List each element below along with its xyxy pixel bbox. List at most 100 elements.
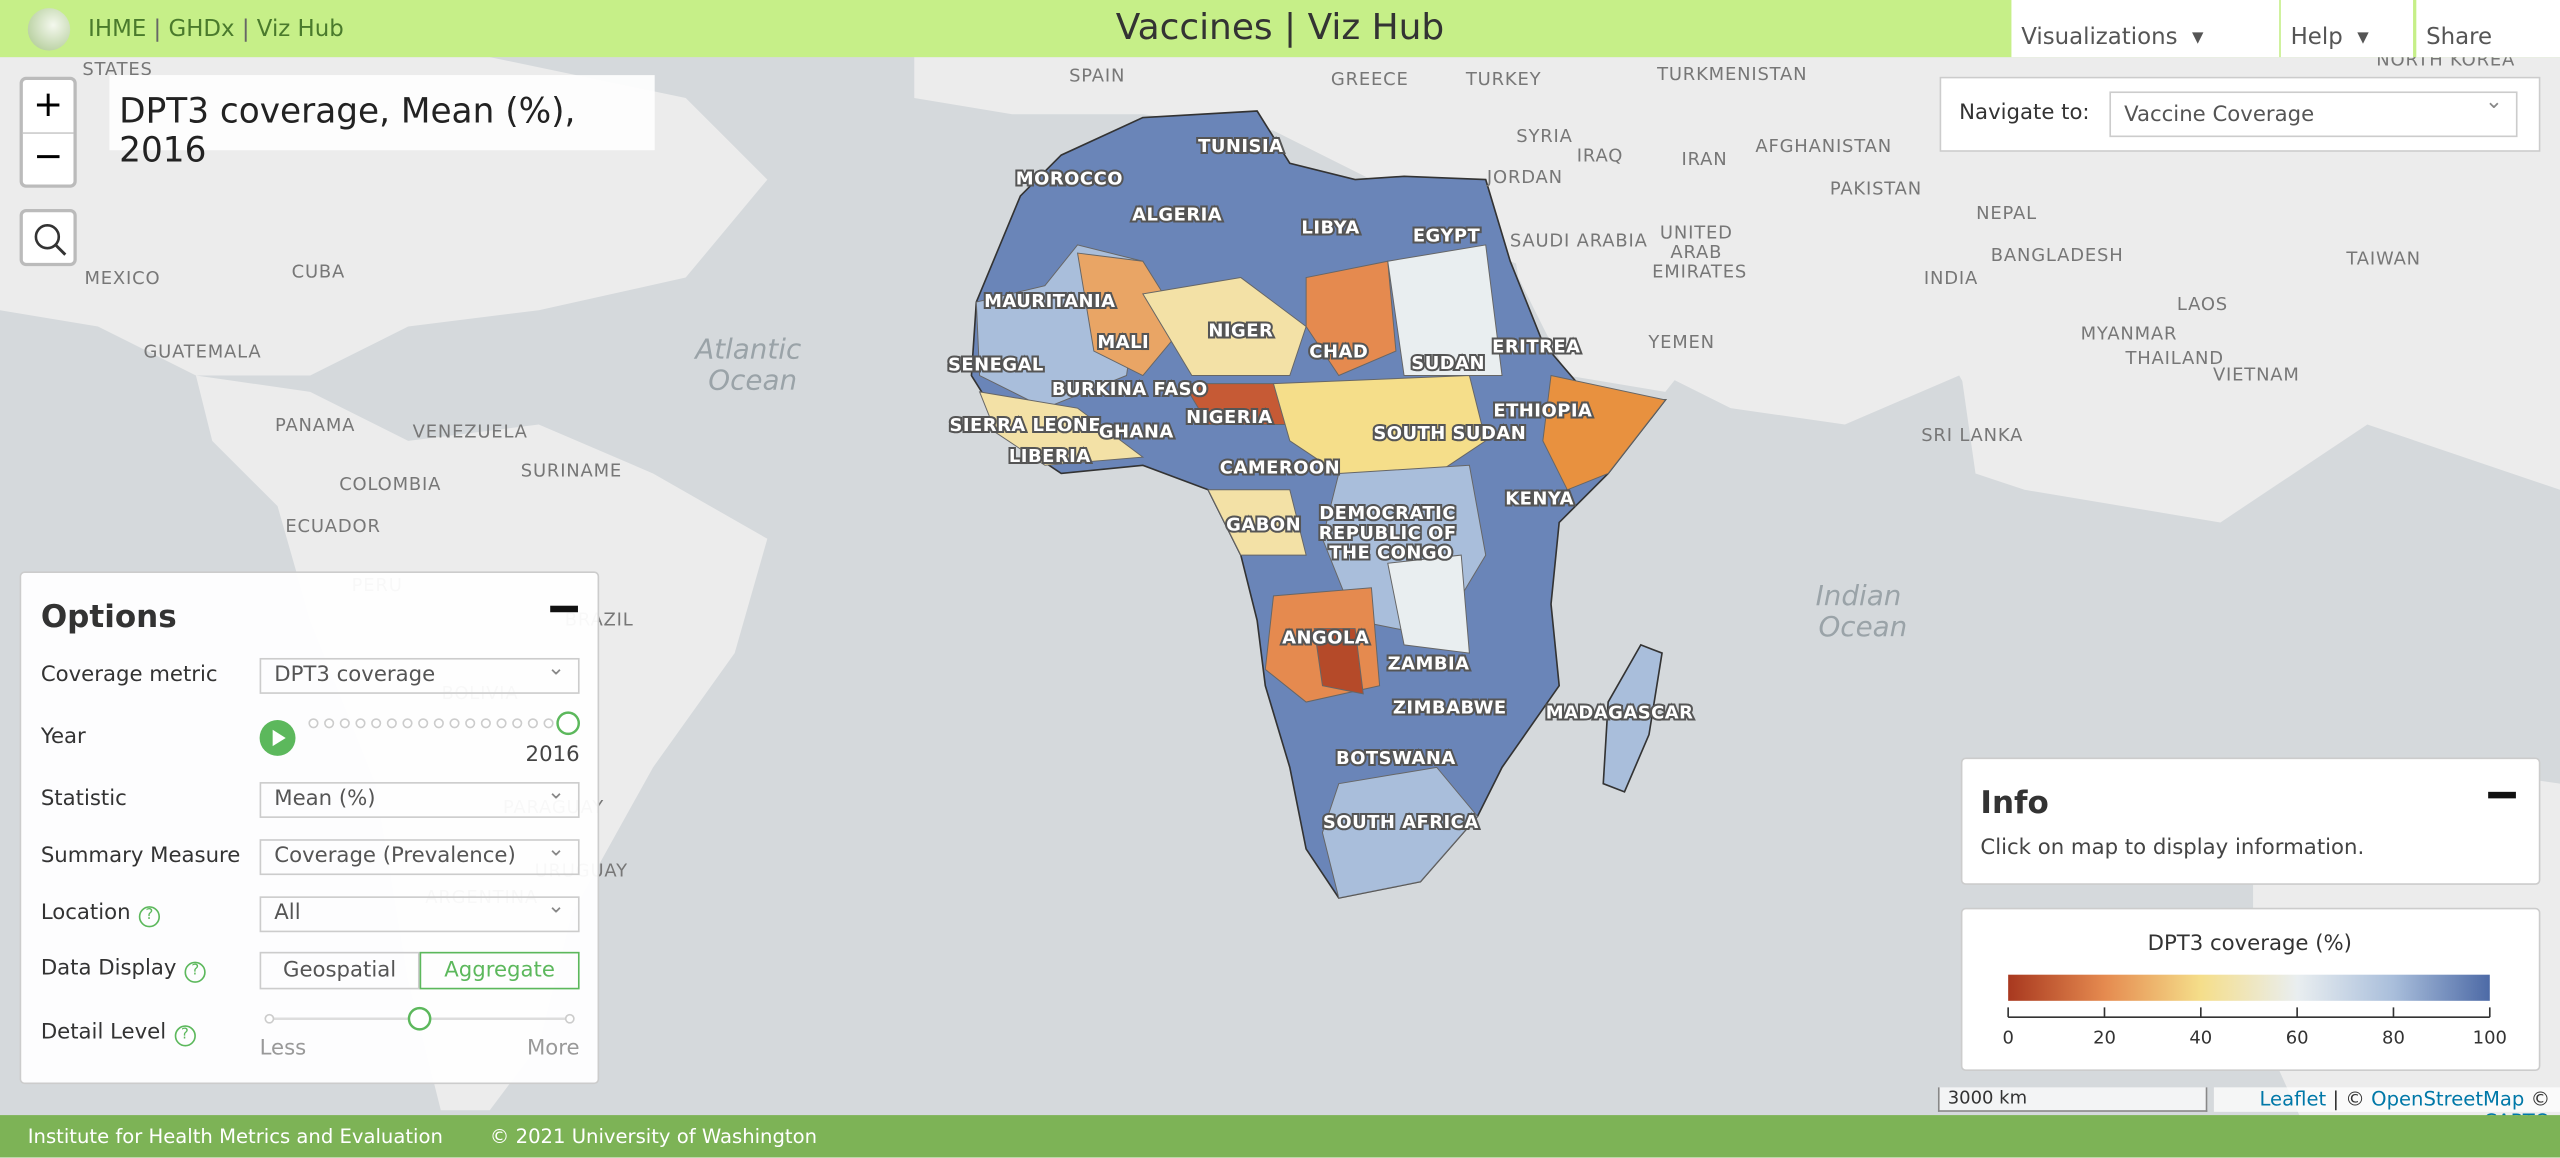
country-label: PANAMA (275, 415, 355, 436)
menu-help[interactable]: Help ▾ (2280, 0, 2414, 58)
country-label: PAKISTAN (1830, 178, 1922, 199)
country-label: NIGER (1208, 320, 1273, 341)
country-label: ERITREA (1492, 337, 1580, 358)
row-label: Detail Level? (40, 1020, 196, 1047)
select-value: All (274, 901, 301, 926)
separator: | (2332, 1087, 2340, 1111)
link[interactable]: Leaflet (2259, 1087, 2327, 1111)
country-label: SURINAME (521, 461, 622, 482)
country-label: MEXICO (84, 268, 160, 289)
slider-max: More (526, 1036, 580, 1062)
options-panel: Options Coverage metric DPT3 coverage Ye… (19, 571, 600, 1085)
row-label: Location? (40, 901, 160, 928)
legend: DPT3 coverage (%) 0 20 40 60 80 100 (2002, 931, 2506, 1048)
logo[interactable] (27, 8, 71, 51)
top-links: IHME | GHDx | Viz Hub (88, 16, 344, 43)
select[interactable]: Coverage (Prevalence) (259, 838, 580, 876)
search-icon (34, 223, 67, 256)
menu-text: Visualizations (2021, 24, 2178, 51)
navigate-select[interactable]: Vaccine Coverage (2109, 90, 2518, 138)
country-label: COLOMBIA (339, 474, 441, 495)
info-panel: Info Click on map to display information… (1960, 757, 2541, 885)
select-value: Vaccine Coverage (2124, 102, 2315, 128)
select[interactable]: All (259, 895, 580, 933)
country-label: SPAIN (1069, 66, 1125, 87)
detail-slider[interactable] (260, 1004, 580, 1037)
legend-title: DPT3 coverage (%) (2148, 931, 2352, 956)
country-label: SYRIA (1516, 126, 1572, 147)
country-label: ZAMBIA (1388, 653, 1470, 674)
footer-text: © 2021 University of Washington (489, 1124, 818, 1148)
link[interactable]: GHDx (168, 16, 235, 43)
select-value: DPT3 coverage (274, 662, 436, 688)
choropleth-patches (975, 244, 1667, 899)
collapse-button[interactable] (2488, 791, 2516, 799)
country-label: GREECE (1331, 69, 1409, 90)
slider-min: Less (259, 1036, 307, 1062)
map-title: DPT3 coverage, Mean (%), 2016 (109, 75, 655, 170)
navigate-box: Navigate to: Vaccine Coverage (1939, 76, 2541, 152)
country-label: IRAQ (1577, 146, 1623, 167)
search-button[interactable] (19, 208, 77, 267)
select[interactable]: Mean (%) (259, 780, 580, 818)
slider-dot (433, 718, 444, 729)
slider-dot (386, 718, 397, 729)
menu-visualizations[interactable]: Visualizations ▾ (2011, 0, 2280, 58)
country-label: SRI LANKA (1921, 425, 2023, 446)
country-label: SAUDI ARABIA (1510, 231, 1648, 252)
country-label: IRAN (1681, 149, 1727, 170)
help-icon[interactable]: ? (138, 906, 160, 928)
country-label: LIBERIA (1009, 446, 1091, 467)
country-label: UNITED ARAB EMIRATES (1652, 222, 1747, 282)
collapse-button[interactable] (550, 605, 578, 613)
toggle-geospatial[interactable]: Geospatial (259, 951, 420, 990)
attribution: Leaflet | © OpenStreetMap © CARTO (2213, 1087, 2560, 1133)
country-label: KENYA (1505, 488, 1574, 509)
country-label: DEMOCRATIC REPUBLIC OF THE CONGO (1319, 503, 1464, 563)
link[interactable]: OpenStreetMap (2371, 1087, 2525, 1111)
play-button[interactable] (259, 719, 296, 756)
help-icon[interactable]: ? (184, 961, 206, 983)
slider-dot (308, 718, 319, 729)
label-text: Detail Level (40, 1020, 167, 1045)
link[interactable]: IHME (88, 16, 147, 43)
select[interactable]: DPT3 coverage (259, 656, 580, 694)
country-label: SENEGAL (948, 355, 1044, 376)
slider-dot (480, 718, 491, 729)
link[interactable]: Viz Hub (256, 16, 344, 43)
zoom-in[interactable]: + (22, 80, 74, 134)
country-label: MYANMAR (2081, 324, 2178, 345)
country-label: ALGERIA (1132, 204, 1222, 225)
country-label: BANGLADESH (1991, 245, 2124, 266)
menu-share[interactable]: Share (2416, 0, 2560, 58)
row-label: Data Display? (41, 957, 206, 983)
country-label: TUNISIA (1198, 136, 1283, 157)
country-label: MALI (1097, 332, 1149, 353)
country-label: MAURITANIA (984, 291, 1115, 312)
info-text: Click on map to display information. (1980, 835, 2365, 861)
country-label: ANGOLA (1282, 627, 1369, 648)
country-label: EGYPT (1413, 226, 1481, 247)
country-label: YEMEN (1647, 332, 1715, 353)
legend-tick-label: 80 (2382, 1027, 2405, 1048)
row-label: Summary Measure (40, 844, 241, 869)
label-text: Location (40, 901, 131, 926)
country-label: TAIWAN (2345, 248, 2420, 269)
country-label: BOTSWANA (1336, 748, 1456, 769)
slider-dot (324, 718, 335, 729)
country-label: GHANA (1099, 422, 1174, 443)
zoom-out[interactable]: − (33, 137, 64, 178)
ocean-label: Atlantic Ocean (693, 332, 810, 396)
year-slider[interactable] (307, 710, 585, 743)
toggle-aggregate[interactable]: Aggregate (419, 951, 580, 990)
legend-tick-label: 0 (2002, 1027, 2013, 1048)
year-value: 2016 (525, 742, 580, 768)
help-icon[interactable]: ? (174, 1025, 196, 1047)
country-label: LIBYA (1301, 217, 1359, 238)
country-label: MOROCCO (1016, 168, 1123, 189)
country-label: LAOS (2177, 294, 2228, 315)
zoom-control: + − (19, 76, 77, 188)
legend-tick-label: 60 (2286, 1027, 2309, 1048)
country-label: GUATEMALA (143, 342, 261, 363)
